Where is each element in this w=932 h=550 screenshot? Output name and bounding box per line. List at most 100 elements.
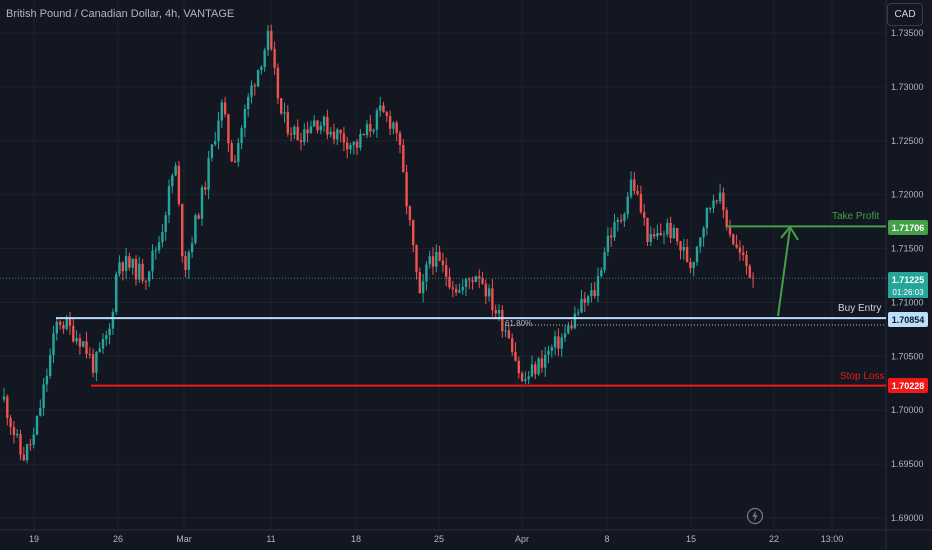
candle-body	[316, 120, 319, 131]
time-tick-label: 8	[604, 534, 609, 544]
candle-countdown: 01:26:03	[888, 286, 928, 298]
candle-body	[388, 116, 392, 129]
candle-body	[534, 364, 537, 375]
candle-body	[303, 129, 306, 143]
candle-body	[629, 179, 633, 197]
candle-body	[260, 67, 263, 70]
candle-body	[659, 232, 662, 235]
candle-body	[570, 325, 573, 329]
candle-body	[329, 131, 332, 135]
candle-body	[144, 280, 148, 282]
price-tick-label: 1.72000	[891, 190, 924, 200]
candle-body	[190, 243, 194, 253]
candle-body	[174, 165, 177, 176]
candle-body	[395, 122, 398, 133]
candle-body	[484, 283, 487, 297]
price-tick-label: 1.69000	[891, 513, 924, 523]
candle-body	[151, 250, 154, 272]
candle-body	[662, 234, 666, 236]
candle-body	[88, 353, 91, 355]
candle-body	[256, 69, 260, 87]
time-tick-label: 26	[113, 534, 123, 544]
currency-button[interactable]: CAD	[887, 3, 923, 26]
candle-body	[372, 129, 375, 132]
candle-body	[438, 251, 441, 261]
projection-arrow-head	[780, 225, 799, 241]
candle-body	[385, 112, 388, 117]
candle-body	[62, 324, 65, 329]
candle-body	[497, 309, 501, 314]
price-tick-label: 1.72500	[891, 136, 924, 146]
candle-body	[379, 105, 382, 111]
candle-body	[273, 48, 276, 68]
candle-body	[672, 228, 676, 239]
candle-body	[478, 276, 481, 279]
candle-body	[560, 337, 563, 349]
candle-body	[322, 116, 326, 126]
candle-body	[58, 321, 62, 325]
candle-body	[431, 256, 435, 267]
candle-body	[412, 220, 415, 246]
candle-body	[649, 234, 652, 243]
candle-body	[16, 434, 19, 436]
candle-body	[352, 141, 355, 146]
candle-body	[296, 126, 299, 141]
candle-body	[237, 143, 240, 162]
candle-body	[418, 272, 421, 294]
time-tick-label: 19	[29, 534, 39, 544]
candle-body	[695, 246, 699, 262]
candle-body	[501, 309, 504, 332]
candle-body	[718, 192, 722, 202]
candle-body	[600, 270, 603, 277]
candle-body	[593, 290, 596, 297]
stop-loss-label: Stop Loss	[840, 371, 885, 382]
candle-body	[177, 165, 181, 205]
candle-body	[108, 328, 111, 336]
candle-body	[19, 434, 22, 455]
candle-body	[253, 85, 256, 87]
candle-body	[220, 102, 223, 121]
candle-body	[214, 141, 217, 145]
fib-level-label: 61.80%	[505, 319, 533, 328]
stop-loss-price-tag: 1.70228	[888, 378, 928, 393]
candle-body	[35, 415, 39, 435]
replay-lightning-icon[interactable]	[746, 507, 764, 525]
candle-body	[263, 50, 266, 68]
candle-body	[240, 128, 243, 144]
time-tick-label: 25	[434, 534, 444, 544]
candle-body	[369, 124, 372, 132]
candle-body	[699, 237, 702, 247]
candle-body	[577, 312, 580, 314]
symbol-title: British Pound / Canadian Dollar, 4h, VAN…	[6, 8, 235, 20]
candle-body	[728, 226, 732, 235]
candle-body	[722, 192, 725, 211]
candle-body	[689, 261, 692, 268]
candle-body	[586, 296, 590, 303]
candle-body	[491, 288, 494, 311]
candle-body	[448, 276, 451, 288]
candle-body	[471, 280, 474, 283]
candle-body	[32, 434, 35, 445]
candle-body	[98, 348, 101, 352]
candle-body	[527, 376, 530, 380]
candle-body	[613, 222, 616, 238]
candle-body	[619, 220, 623, 222]
candle-body	[141, 263, 144, 281]
last-price-tag: 1.71225	[888, 272, 928, 287]
candle-body	[72, 325, 75, 342]
candle-body	[194, 215, 197, 244]
candle-body	[289, 133, 293, 135]
time-tick-label: 11	[266, 534, 275, 544]
candle-body	[544, 354, 547, 368]
candle-body	[458, 290, 461, 293]
candle-body	[382, 105, 385, 113]
candle-body	[715, 200, 718, 202]
candle-body	[428, 256, 431, 265]
candle-body	[121, 262, 124, 272]
take-profit-price-tag: 1.71706	[888, 220, 928, 235]
candle-body	[309, 126, 313, 134]
candle-body	[270, 30, 273, 49]
candle-body	[319, 125, 322, 131]
